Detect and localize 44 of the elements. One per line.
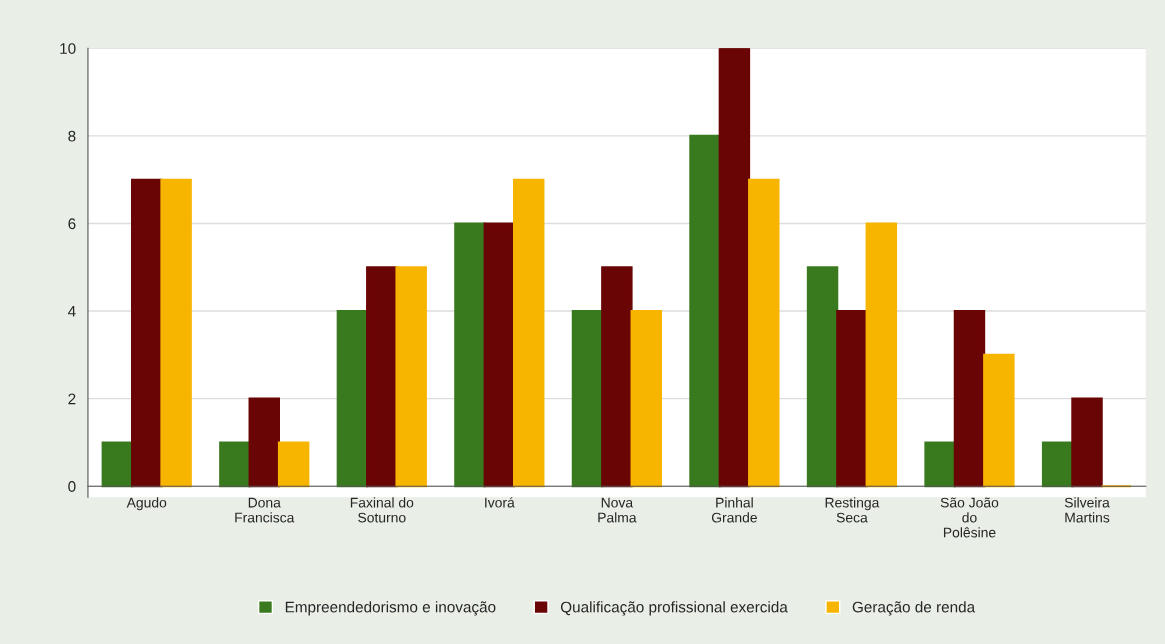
x-tick-label: São João do Polêsine xyxy=(940,497,999,538)
bar xyxy=(806,266,839,488)
bar xyxy=(748,178,780,488)
bar xyxy=(248,397,280,488)
bar xyxy=(718,48,751,488)
bar xyxy=(336,310,369,488)
bar xyxy=(630,310,662,488)
bar xyxy=(601,266,633,488)
x-tick-label: Nova Palma xyxy=(598,497,637,523)
bar xyxy=(130,178,163,488)
bar xyxy=(101,441,134,488)
x-tick-label: Dona Francisca xyxy=(235,497,295,523)
bar xyxy=(512,178,545,488)
bar xyxy=(924,441,956,488)
bar xyxy=(160,178,192,488)
y-tick-label: 4 xyxy=(68,306,76,317)
bar xyxy=(454,222,486,488)
x-tick-label: Faxinal do Soturno xyxy=(350,497,414,523)
x-tick-label: Pinhal Grande xyxy=(711,497,757,523)
bar xyxy=(571,310,604,488)
y-tick-label: 6 xyxy=(68,218,76,230)
y-tick-label: 0 xyxy=(68,481,76,492)
bar xyxy=(865,222,898,488)
bar xyxy=(219,441,251,488)
bar xyxy=(689,134,721,488)
x-tick-label: Agudo xyxy=(126,497,167,511)
y-tick-label: 2 xyxy=(68,393,76,405)
x-tick-label: Silveira Martins xyxy=(1064,497,1110,523)
bar xyxy=(983,353,1015,488)
x-tick-label: Restinga Seca xyxy=(825,497,880,523)
bar xyxy=(836,310,868,488)
y-tick-label: 8 xyxy=(68,130,76,142)
bar xyxy=(1041,441,1074,488)
legend-label: Qualificação profissional exercida xyxy=(560,601,788,616)
bar xyxy=(483,222,516,488)
legend-label: Empreendedorismo e inovação xyxy=(285,601,496,616)
bar xyxy=(277,441,310,488)
y-tick-label: 10 xyxy=(60,43,76,54)
legend-label: Geração de renda xyxy=(852,601,976,616)
bar xyxy=(953,310,986,488)
bar xyxy=(395,266,427,488)
bar xyxy=(366,266,398,488)
bar xyxy=(1071,397,1103,488)
x-tick-label: Ivorá xyxy=(485,497,515,508)
